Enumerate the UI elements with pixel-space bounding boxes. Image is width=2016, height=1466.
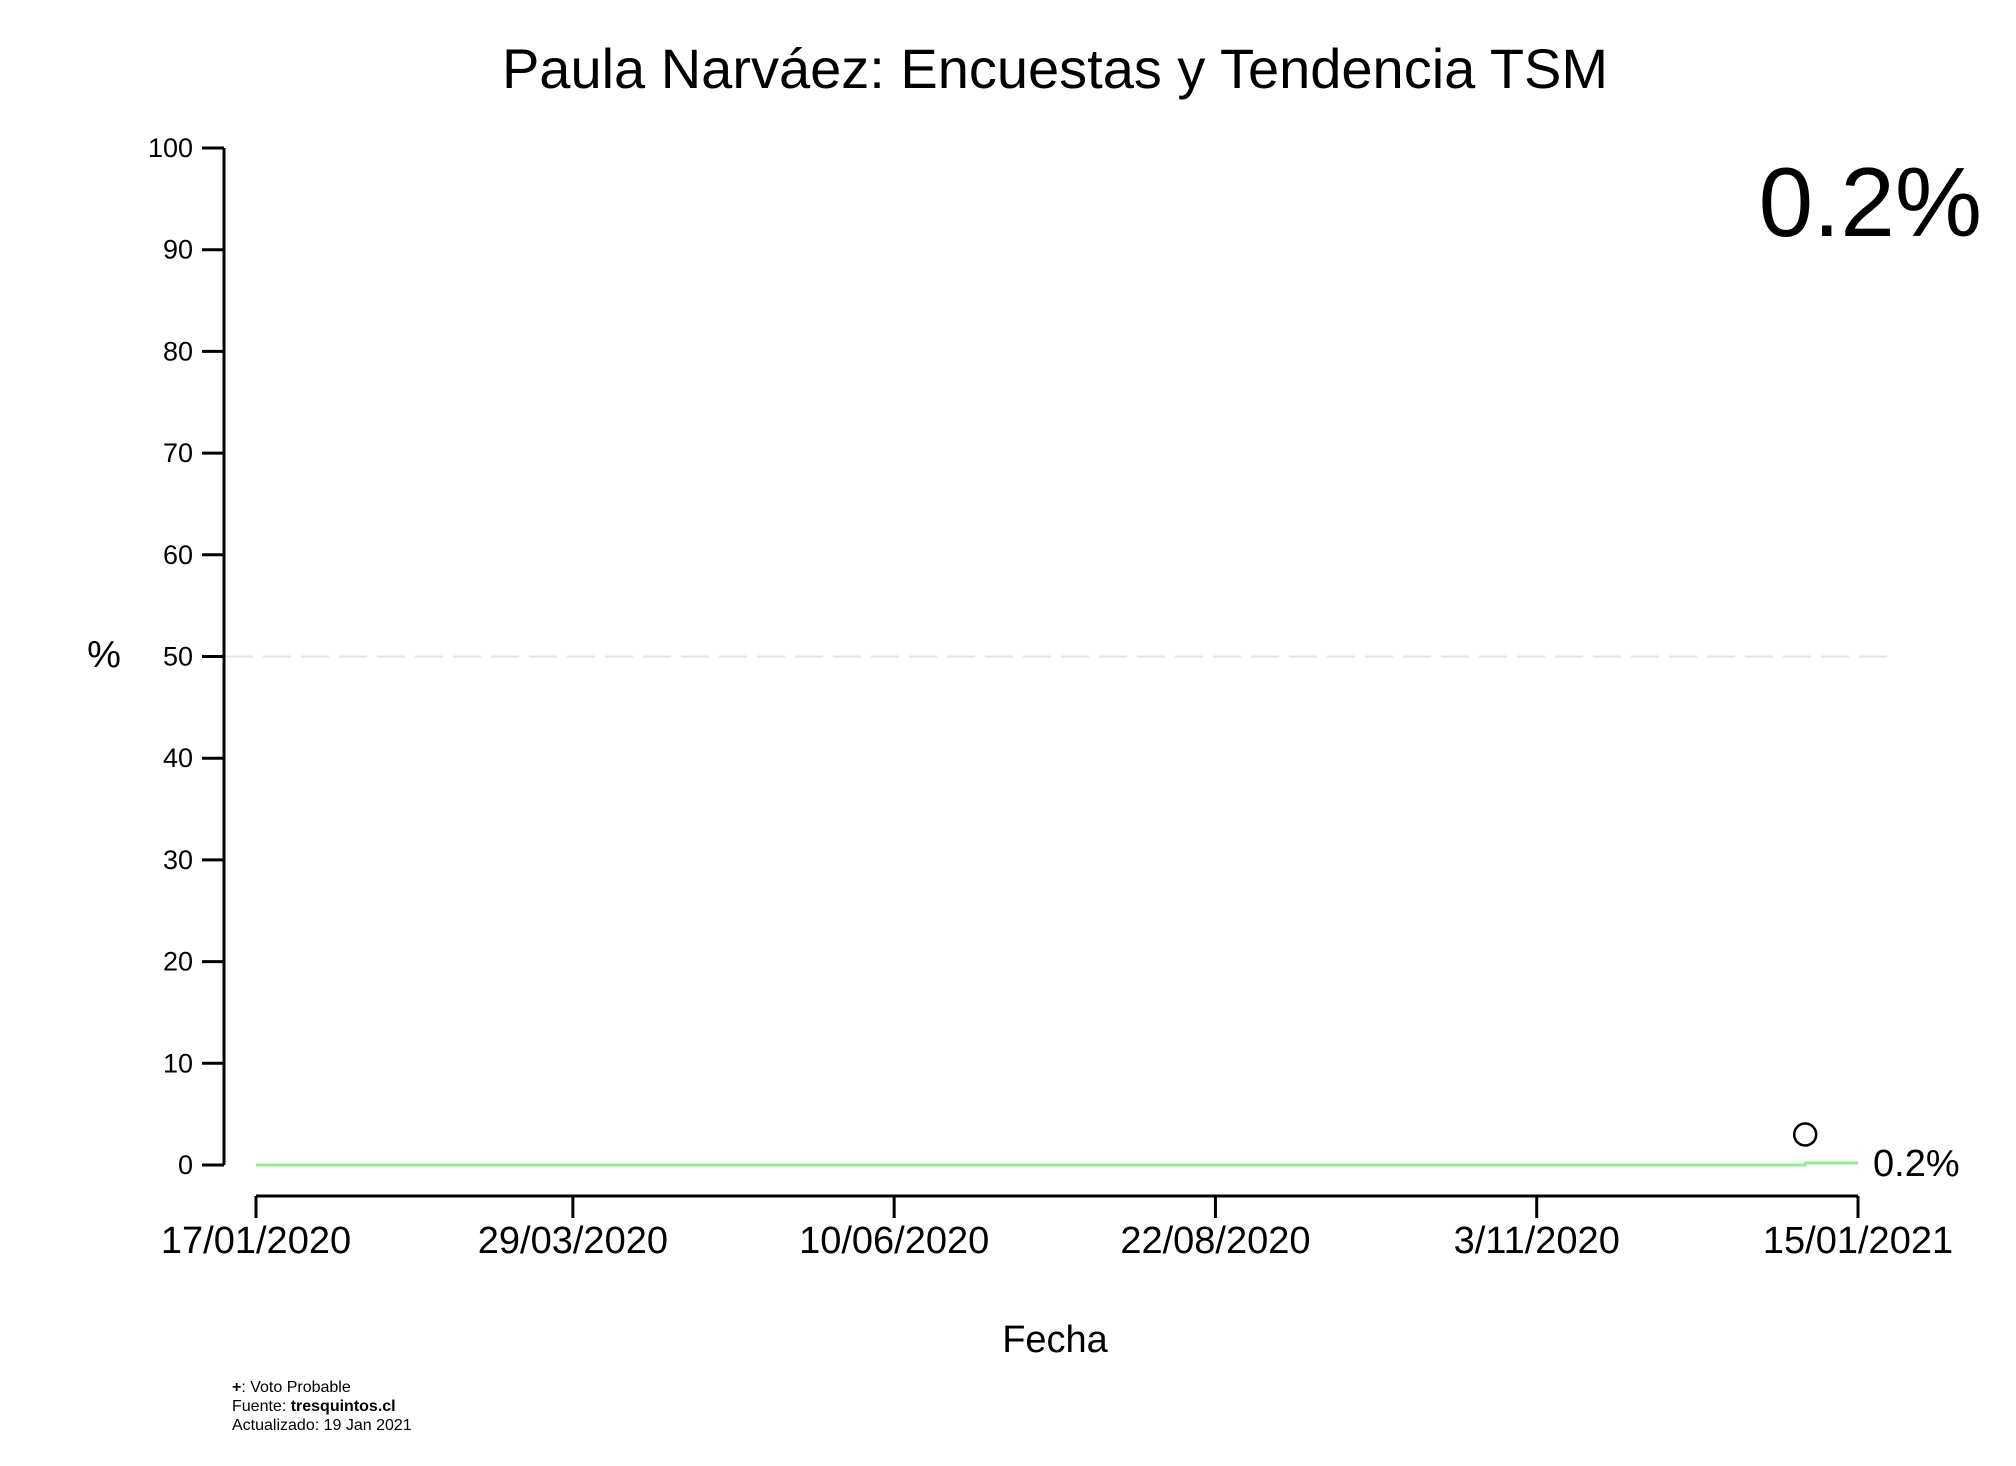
y-tick-label: 80: [163, 336, 193, 366]
y-axis-label: %: [87, 634, 121, 676]
footnote-symbol: +: [232, 1379, 242, 1396]
end-label: 0.2%: [1873, 1143, 1960, 1185]
poll-points: [1792, 1122, 1818, 1147]
y-tick-label: 40: [163, 743, 193, 773]
footnote-legend: +: Voto Probable: [232, 1378, 412, 1397]
poll-point: [1792, 1122, 1818, 1147]
x-tick-label: 15/01/2021: [1763, 1220, 1953, 1262]
footnote: +: Voto Probable Fuente: tresquintos.cl …: [232, 1378, 412, 1435]
x-axis: 17/01/2020 29/03/2020 10/06/2020 22/08/2020…: [161, 1194, 1953, 1262]
x-axis-label: Fecha: [1002, 1319, 1108, 1361]
x-tick-label: 29/03/2020: [478, 1220, 668, 1262]
chart-title: Paula Narváez: Encuestas y Tendencia TSM: [502, 37, 1608, 100]
y-tick-label: 90: [163, 235, 193, 265]
y-tick-label: 50: [163, 642, 193, 672]
y-axis: 0 10 20 30 40 50 60 70 80 90 100: [148, 133, 226, 1180]
x-tick-label: 3/11/2020: [1454, 1220, 1620, 1262]
footnote-source-name: tresquintos.cl: [290, 1398, 396, 1415]
y-tick-label: 60: [163, 540, 193, 570]
x-tick-label: 10/06/2020: [799, 1220, 989, 1262]
footnote-symbol-text: : Voto Probable: [241, 1379, 351, 1396]
x-tick-label: 17/01/2020: [161, 1220, 351, 1262]
trend-line: [256, 1161, 1858, 1167]
y-tick-label: 20: [163, 947, 193, 977]
y-tick-label: 100: [148, 133, 193, 163]
y-tick-label: 10: [163, 1048, 193, 1078]
footnote-source-label: Fuente:: [232, 1398, 291, 1415]
x-tick-label: 22/08/2020: [1120, 1220, 1310, 1262]
footnote-updated: Actualizado: 19 Jan 2021: [232, 1417, 412, 1434]
y-tick-label: 0: [178, 1150, 193, 1180]
footnote-source: Fuente: tresquintos.cl: [232, 1397, 412, 1416]
watermark-value: 0.2%: [1759, 147, 1982, 257]
y-tick-label: 30: [163, 845, 193, 875]
y-tick-label: 70: [163, 438, 193, 468]
